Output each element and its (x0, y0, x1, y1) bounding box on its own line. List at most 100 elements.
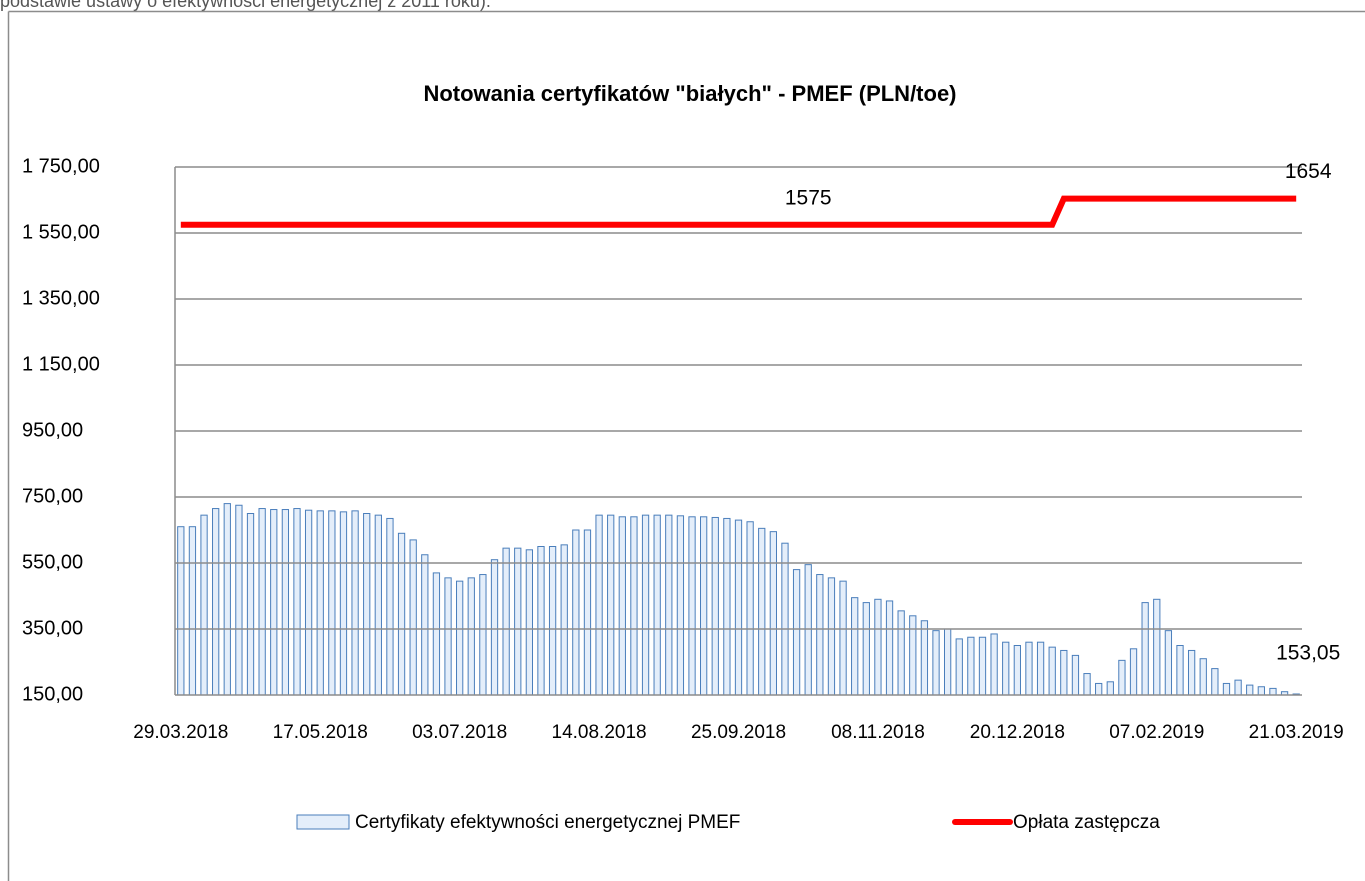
data-label: 1575 (785, 186, 832, 209)
bar (688, 516, 696, 696)
y-tick-label: 1 750,00 (22, 155, 100, 177)
bar (1013, 645, 1021, 696)
bar (1164, 630, 1173, 696)
x-tick-label: 25.09.2018 (691, 722, 786, 743)
bar (397, 532, 406, 696)
bar (432, 572, 441, 696)
bar (827, 577, 836, 696)
bar (653, 514, 661, 696)
bar (1246, 684, 1254, 696)
bar (1071, 654, 1080, 696)
bar (769, 531, 777, 696)
y-tick-label: 1 350,00 (22, 287, 100, 309)
bar (304, 509, 313, 696)
bar (792, 569, 801, 696)
x-tick-label: 17.05.2018 (273, 722, 368, 743)
bar (374, 514, 382, 696)
bar (351, 510, 359, 696)
bar (200, 514, 208, 696)
bar (630, 516, 638, 696)
bar (967, 636, 975, 696)
bar (676, 515, 685, 696)
bar (804, 564, 812, 696)
line (180, 195, 1297, 228)
bar (281, 509, 290, 696)
bar (920, 620, 929, 696)
bar (862, 602, 870, 696)
bar (386, 517, 394, 696)
bar (188, 526, 197, 696)
bar (700, 516, 708, 696)
bar (525, 549, 534, 696)
bar (479, 574, 487, 696)
bar (1129, 648, 1138, 696)
bar (641, 514, 650, 696)
bar (851, 597, 859, 696)
bar (723, 517, 731, 696)
bar (746, 521, 754, 696)
legend-label: Certyfikaty efektywności energetycznej P… (355, 812, 740, 833)
bar (246, 513, 255, 696)
bar (955, 638, 963, 696)
bar (363, 513, 371, 696)
bar (758, 527, 766, 696)
bar (1187, 649, 1196, 696)
bar (816, 574, 824, 696)
bar (235, 504, 243, 696)
bar (339, 511, 348, 696)
x-tick-label: 03.07.2018 (412, 722, 507, 743)
bar (572, 529, 580, 696)
bar (665, 514, 673, 696)
data-label: 153,05 (1276, 642, 1340, 665)
bar (258, 508, 266, 696)
bar (1257, 686, 1265, 696)
y-tick-label: 550,00 (22, 551, 83, 573)
bar (874, 598, 882, 696)
bar (456, 580, 464, 696)
bar (1222, 682, 1231, 696)
x-tick-label: 20.12.2018 (970, 722, 1065, 743)
bar (932, 630, 940, 696)
y-tick-label: 750,00 (22, 485, 83, 507)
bar (270, 509, 278, 696)
y-tick-label: 1 150,00 (22, 353, 100, 375)
bar (943, 628, 952, 696)
bar (1002, 641, 1010, 696)
y-tick-label: 150,00 (22, 683, 83, 705)
bar (978, 636, 987, 696)
x-tick-label: 08.11.2018 (831, 722, 925, 743)
x-tick-label: 07.02.2019 (1109, 722, 1204, 743)
bar (1060, 649, 1068, 696)
bar (909, 615, 917, 696)
bar (711, 516, 719, 696)
bar (897, 610, 905, 696)
bar (1234, 679, 1242, 696)
y-tick-label: 350,00 (22, 617, 83, 639)
chart-title: Notowania certyfikatów "białych" - PMEF … (423, 81, 956, 106)
bar (1141, 602, 1149, 696)
bar (885, 600, 894, 696)
bar (223, 503, 231, 696)
bar (1118, 659, 1126, 696)
bar (1106, 681, 1114, 696)
bar (490, 559, 499, 696)
bar (293, 508, 301, 696)
bar (1036, 641, 1045, 696)
bar (548, 546, 557, 696)
bar (618, 516, 626, 696)
bar (514, 547, 522, 696)
x-tick-label: 14.08.2018 (552, 722, 647, 743)
data-label: 1654 (1285, 160, 1332, 183)
y-tick-label: 950,00 (22, 419, 83, 441)
bar (1269, 687, 1277, 696)
bar (316, 510, 324, 696)
bar (1176, 645, 1184, 696)
bar (1083, 673, 1091, 696)
bar (1153, 598, 1161, 696)
bar (595, 514, 603, 696)
y-tick-label: 1 550,00 (22, 221, 100, 243)
bar (1199, 658, 1207, 696)
bar (734, 519, 743, 696)
bar (607, 514, 615, 696)
